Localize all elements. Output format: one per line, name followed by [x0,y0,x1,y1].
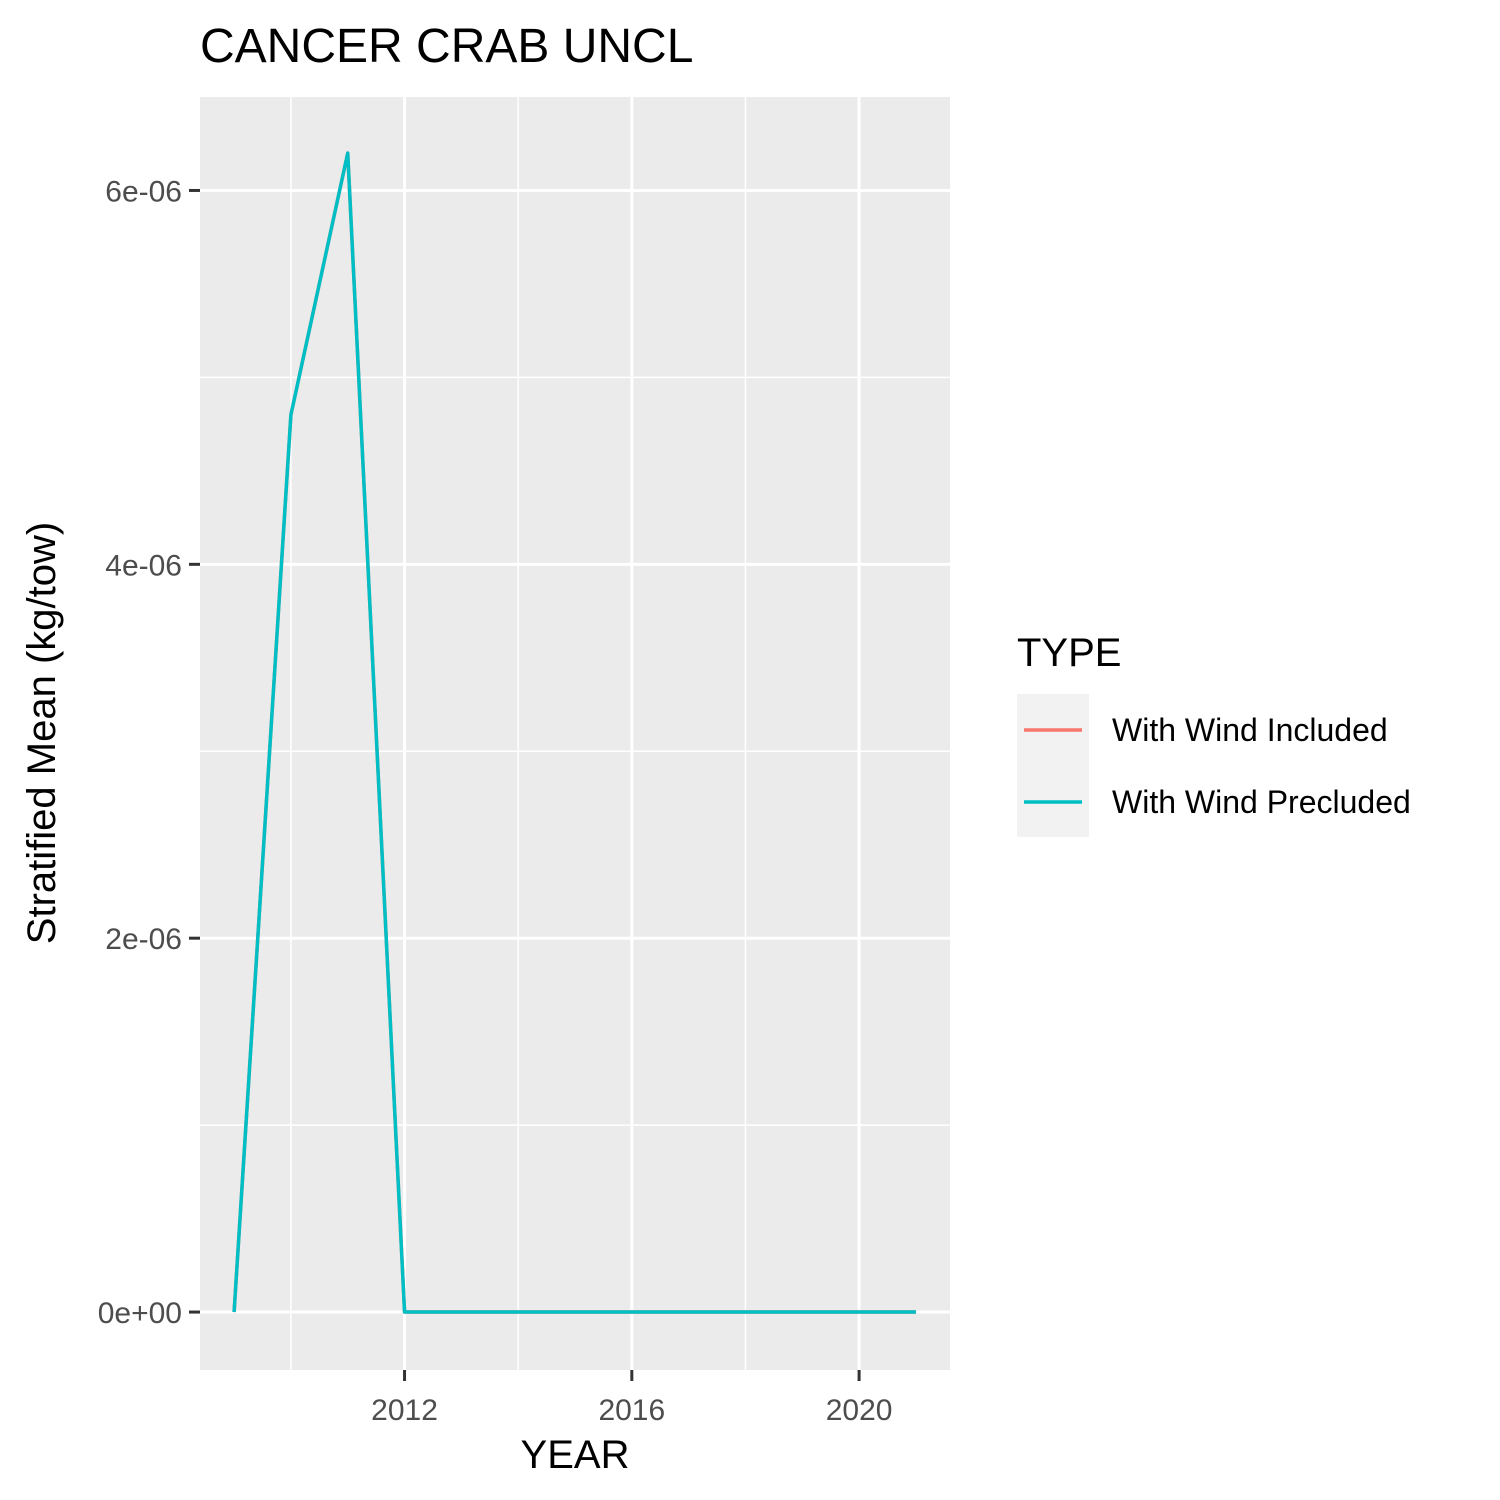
y-tick-label: 6e-06 [105,175,182,208]
x-axis-title: YEAR [521,1433,630,1477]
y-tick-label: 4e-06 [105,549,182,582]
y-axis-title: Stratified Mean (kg/tow) [20,522,64,944]
minor-gridlines [200,97,950,1370]
chart-title: CANCER CRAB UNCL [200,20,693,73]
x-tick-label: 2016 [598,1394,665,1427]
y-axis: 0e+00 2e-06 4e-06 6e-06 [98,175,200,1330]
legend-label: With Wind Precluded [1112,784,1411,820]
x-axis: 2012 2016 2020 [371,1370,892,1427]
x-tick-label: 2020 [826,1394,893,1427]
series-lines [232,151,916,1314]
y-tick-label: 2e-06 [105,923,182,956]
x-tick-label: 2012 [371,1394,438,1427]
y-tick-label: 0e+00 [98,1297,182,1330]
legend-label: With Wind Included [1112,712,1388,748]
legend-title: TYPE [1017,631,1121,675]
legend: TYPE With Wind Included With Wind Preclud… [1017,631,1411,837]
plot-panel [200,97,950,1370]
series-line [232,151,916,1314]
legend-key-background [1017,694,1089,837]
